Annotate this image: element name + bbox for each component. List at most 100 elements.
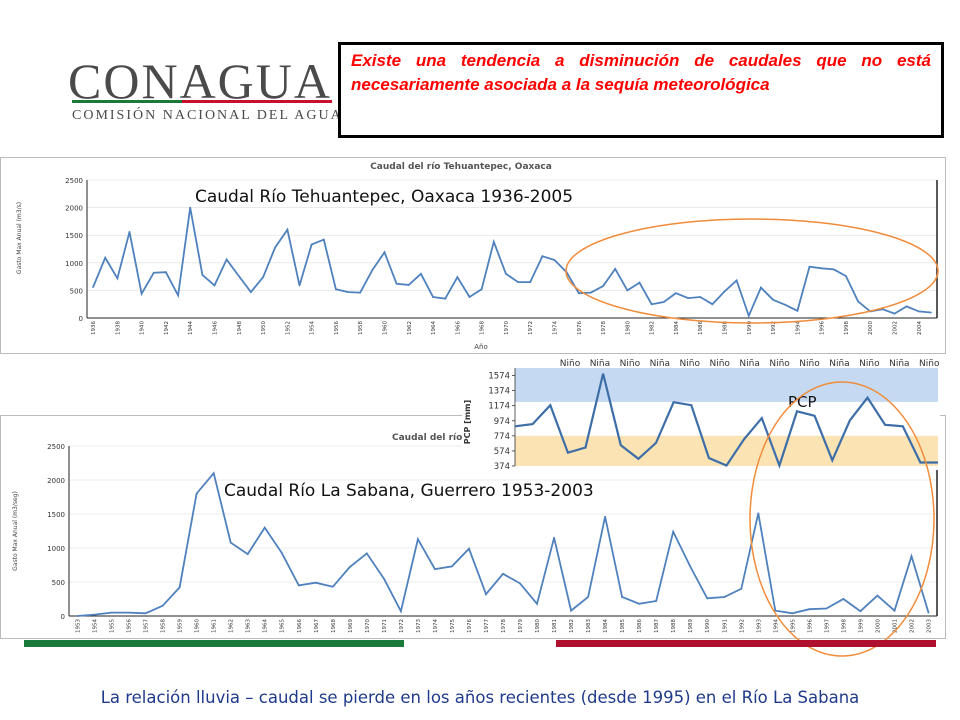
series-line (92, 207, 931, 319)
data-point (502, 572, 504, 575)
data-point (485, 593, 487, 596)
data-point (280, 551, 283, 554)
pcp-chart: PCP [mm] 374 574 774 974 1174 1374 1574 Niño Ni… (463, 359, 960, 472)
data-point (262, 276, 264, 279)
data-point (177, 294, 179, 297)
x-tick-label: 1971 (382, 619, 388, 633)
data-point (917, 310, 920, 313)
data-point (178, 586, 181, 589)
x-tick-label: 1960 (195, 619, 201, 633)
data-point (602, 285, 604, 287)
data-point (857, 300, 859, 303)
x-tick-label: 1982 (569, 619, 575, 633)
data-point (672, 530, 675, 533)
x-tick-label: 1984 (674, 321, 680, 335)
x-tick-label: 1997 (824, 619, 830, 633)
y-tick-label: 1174 (488, 402, 510, 412)
x-tick-label: 1942 (164, 321, 170, 335)
data-point (165, 271, 167, 274)
data-point (808, 265, 811, 268)
data-point (570, 609, 572, 612)
data-point (444, 297, 447, 300)
x-tick-label: 1944 (188, 321, 194, 335)
x-tick-label: 1981 (552, 619, 558, 633)
data-point (774, 609, 777, 612)
x-tick-label: 1970 (365, 619, 371, 633)
y-tick-label: 2500 (47, 443, 65, 451)
x-tick-label: 1965 (280, 619, 286, 633)
x-tick-label: 2003 (926, 619, 932, 633)
logo-green-stripe (72, 100, 182, 103)
x-tick-label: 1946 (213, 321, 219, 335)
x-axis-label: Año (474, 343, 488, 351)
data-point (140, 292, 143, 295)
x-tick-label: 1954 (310, 321, 316, 335)
data-point (195, 492, 198, 495)
data-point (128, 230, 131, 233)
enso-annotation: Niño (680, 359, 701, 369)
x-tick-label: 2000 (875, 619, 881, 633)
x-tick-label: 1978 (501, 619, 507, 633)
data-point (371, 269, 374, 271)
data-point (687, 297, 689, 300)
conagua-logo-subtitle: COMISIÓN NACIONAL DEL AGUA (72, 108, 343, 123)
data-point (382, 577, 385, 580)
y-tick-label: 1374 (488, 387, 510, 397)
y-tick-label: 574 (494, 447, 510, 457)
data-point (638, 602, 641, 605)
data-point (161, 604, 164, 607)
data-point (784, 303, 787, 306)
x-tick-label: 1976 (577, 321, 583, 335)
x-tick-label: 1984 (603, 619, 609, 633)
data-point (604, 515, 607, 518)
x-tick-label: 1994 (773, 619, 779, 633)
data-point (565, 271, 568, 274)
enso-annotation: Niño (919, 359, 940, 369)
x-tick-label: 1967 (314, 619, 320, 633)
data-point (420, 272, 422, 275)
x-tick-label: 1963 (246, 619, 252, 633)
y-tick-label: 1574 (488, 372, 510, 382)
x-tick-label: 1958 (358, 321, 364, 335)
x-tick-label: 1990 (747, 321, 753, 335)
data-point (383, 251, 386, 254)
x-tick-label: 2002 (909, 619, 915, 633)
data-point (910, 555, 913, 558)
x-tick-label: 1969 (348, 619, 354, 633)
data-point (322, 238, 325, 241)
x-tick-label: 2004 (917, 321, 923, 335)
data-point (347, 291, 349, 293)
data-point (614, 267, 617, 270)
enso-annotation: Niño (620, 359, 641, 369)
data-point (842, 598, 845, 600)
x-tick-label: 1954 (93, 619, 99, 633)
data-point (760, 286, 762, 289)
x-tick-label: 1975 (450, 619, 456, 633)
data-point (76, 615, 79, 617)
x-tick-label: 1980 (625, 321, 631, 335)
data-point (689, 565, 692, 568)
x-tick-label: 1998 (844, 321, 850, 335)
data-point (675, 292, 677, 295)
x-tick-label: 1990 (705, 619, 711, 633)
data-point (723, 290, 726, 293)
data-point (359, 291, 362, 294)
footer-conclusion: La relación lluvia – caudal se pierde en… (100, 688, 860, 707)
data-point (434, 568, 436, 570)
x-tick-label: 1950 (261, 321, 267, 335)
x-tick-label: 2001 (892, 619, 898, 633)
data-point (808, 608, 811, 611)
data-point (432, 296, 434, 298)
y-tick-label: 2000 (65, 205, 83, 213)
y-tick-label: 1000 (65, 260, 83, 268)
data-point (553, 259, 556, 261)
data-point (711, 303, 714, 306)
x-tick-label: 1976 (467, 619, 473, 633)
data-point (297, 584, 300, 587)
x-tick-label: 1962 (229, 619, 235, 633)
x-tick-label: 1999 (858, 619, 864, 633)
x-tick-label: 2002 (893, 321, 899, 335)
data-point (517, 281, 519, 284)
x-tick-label: 2000 (868, 321, 874, 335)
data-point (395, 282, 398, 285)
